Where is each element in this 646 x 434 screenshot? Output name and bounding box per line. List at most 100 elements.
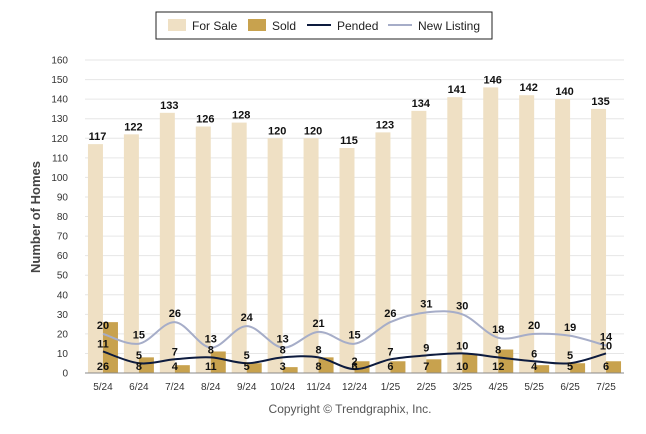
legend-label-sold: Sold bbox=[272, 19, 296, 33]
x-tick-label: 4/25 bbox=[488, 382, 508, 393]
bar-sold bbox=[174, 365, 190, 373]
y-axis-label: Number of Homes bbox=[28, 161, 43, 273]
label-for-sale: 120 bbox=[268, 125, 286, 137]
bar-sold bbox=[534, 365, 550, 373]
label-pended: 5 bbox=[567, 350, 573, 362]
bar-sold bbox=[138, 357, 154, 373]
x-tick-label: 7/24 bbox=[165, 382, 185, 393]
copyright-text: Copyright © Trendgraphix, Inc. bbox=[269, 402, 432, 416]
label-new-listing: 13 bbox=[205, 334, 217, 346]
label-new-listing: 26 bbox=[384, 308, 396, 320]
label-sold: 10 bbox=[456, 361, 468, 373]
bar-for-sale bbox=[591, 108, 607, 373]
label-for-sale: 120 bbox=[304, 125, 322, 137]
bar-sold bbox=[390, 361, 406, 373]
x-tick-label: 6/25 bbox=[560, 382, 580, 393]
x-tick-label: 2/25 bbox=[417, 382, 437, 393]
label-for-sale: 141 bbox=[448, 84, 466, 96]
label-sold: 5 bbox=[567, 361, 573, 373]
bars-for-sale bbox=[87, 87, 607, 374]
y-tick-label: 40 bbox=[57, 290, 69, 301]
label-sold: 7 bbox=[423, 361, 429, 373]
label-new-listing: 26 bbox=[169, 308, 181, 320]
label-pended: 8 bbox=[208, 344, 214, 356]
legend: For Sale Sold Pended New Listing bbox=[155, 11, 493, 40]
bar-for-sale bbox=[339, 148, 355, 373]
label-new-listing: 31 bbox=[420, 298, 432, 310]
bar-for-sale bbox=[123, 134, 139, 373]
label-sold: 8 bbox=[136, 361, 142, 373]
label-new-listing: 14 bbox=[600, 332, 613, 344]
label-sold: 26 bbox=[97, 361, 109, 373]
x-axis-ticks: 5/24 6/24 7/24 8/24 9/24 10/24 11/24 12/24 1/25 2… bbox=[93, 382, 616, 393]
bar-for-sale bbox=[483, 87, 499, 373]
label-sold: 6 bbox=[351, 361, 357, 373]
y-tick-label: 150 bbox=[51, 75, 68, 86]
label-pended: 8 bbox=[495, 344, 501, 356]
x-tick-label: 12/24 bbox=[342, 382, 367, 393]
x-tick-label: 6/24 bbox=[129, 382, 149, 393]
y-tick-label: 70 bbox=[57, 232, 69, 243]
label-for-sale: 122 bbox=[124, 121, 142, 133]
label-new-listing: 15 bbox=[133, 330, 145, 342]
y-tick-label: 80 bbox=[57, 212, 69, 223]
bar-for-sale bbox=[555, 99, 571, 373]
legend-label-for-sale: For Sale bbox=[192, 19, 238, 33]
line-pended bbox=[102, 350, 607, 371]
label-pended: 9 bbox=[423, 342, 429, 354]
label-pended: 5 bbox=[136, 350, 142, 362]
x-tick-label: 8/24 bbox=[201, 382, 221, 393]
y-tick-label: 100 bbox=[51, 173, 68, 184]
label-for-sale: 117 bbox=[89, 131, 107, 143]
label-pended: 5 bbox=[244, 350, 250, 362]
x-tick-label: 5/24 bbox=[93, 382, 113, 393]
label-new-listing: 21 bbox=[312, 318, 324, 330]
label-sold: 8 bbox=[316, 361, 322, 373]
y-tick-label: 50 bbox=[57, 271, 69, 282]
x-tick-label: 11/24 bbox=[306, 382, 331, 393]
bar-sold bbox=[462, 353, 478, 373]
label-pended: 8 bbox=[316, 344, 322, 356]
bar-sold bbox=[606, 361, 622, 373]
x-tick-label: 9/24 bbox=[237, 382, 257, 393]
y-tick-label: 160 bbox=[51, 56, 68, 67]
line-new-listing bbox=[102, 310, 607, 349]
label-new-listing: 15 bbox=[348, 330, 360, 342]
bar-for-sale bbox=[87, 144, 103, 373]
label-for-sale: 146 bbox=[484, 74, 502, 86]
bar-for-sale bbox=[375, 132, 391, 373]
label-sold: 6 bbox=[603, 361, 609, 373]
y-tick-label: 30 bbox=[57, 310, 69, 321]
label-for-sale: 134 bbox=[412, 98, 431, 110]
label-for-sale: 126 bbox=[196, 114, 214, 126]
label-pended: 10 bbox=[456, 340, 468, 352]
y-tick-label: 60 bbox=[57, 251, 69, 262]
x-tick-label: 1/25 bbox=[381, 382, 401, 393]
label-new-listing: 20 bbox=[528, 320, 540, 332]
label-new-listing: 13 bbox=[277, 334, 289, 346]
bar-for-sale bbox=[519, 95, 535, 374]
label-pended: 8 bbox=[280, 344, 286, 356]
label-new-listing: 24 bbox=[241, 312, 254, 324]
label-new-listing: 20 bbox=[97, 320, 109, 332]
bar-sold bbox=[354, 361, 370, 373]
label-for-sale: 135 bbox=[591, 96, 609, 108]
bar-for-sale bbox=[231, 122, 247, 373]
label-pended: 6 bbox=[531, 348, 537, 360]
label-for-sale: 115 bbox=[340, 135, 358, 147]
label-sold: 5 bbox=[244, 361, 250, 373]
label-pended: 11 bbox=[97, 338, 109, 350]
y-tick-label: 110 bbox=[52, 153, 68, 164]
label-for-sale: 142 bbox=[519, 82, 537, 94]
x-tick-label: 10/24 bbox=[270, 382, 295, 393]
legend-label-pended: Pended bbox=[337, 19, 378, 33]
bar-for-sale bbox=[303, 138, 319, 373]
legend-swatch-sold bbox=[248, 19, 266, 31]
bar-sold bbox=[498, 349, 514, 373]
label-sold: 4 bbox=[172, 361, 179, 373]
x-tick-label: 5/25 bbox=[524, 382, 544, 393]
label-pended: 2 bbox=[351, 356, 357, 368]
label-new-listing: 19 bbox=[564, 322, 576, 334]
bars-sold bbox=[102, 322, 622, 373]
